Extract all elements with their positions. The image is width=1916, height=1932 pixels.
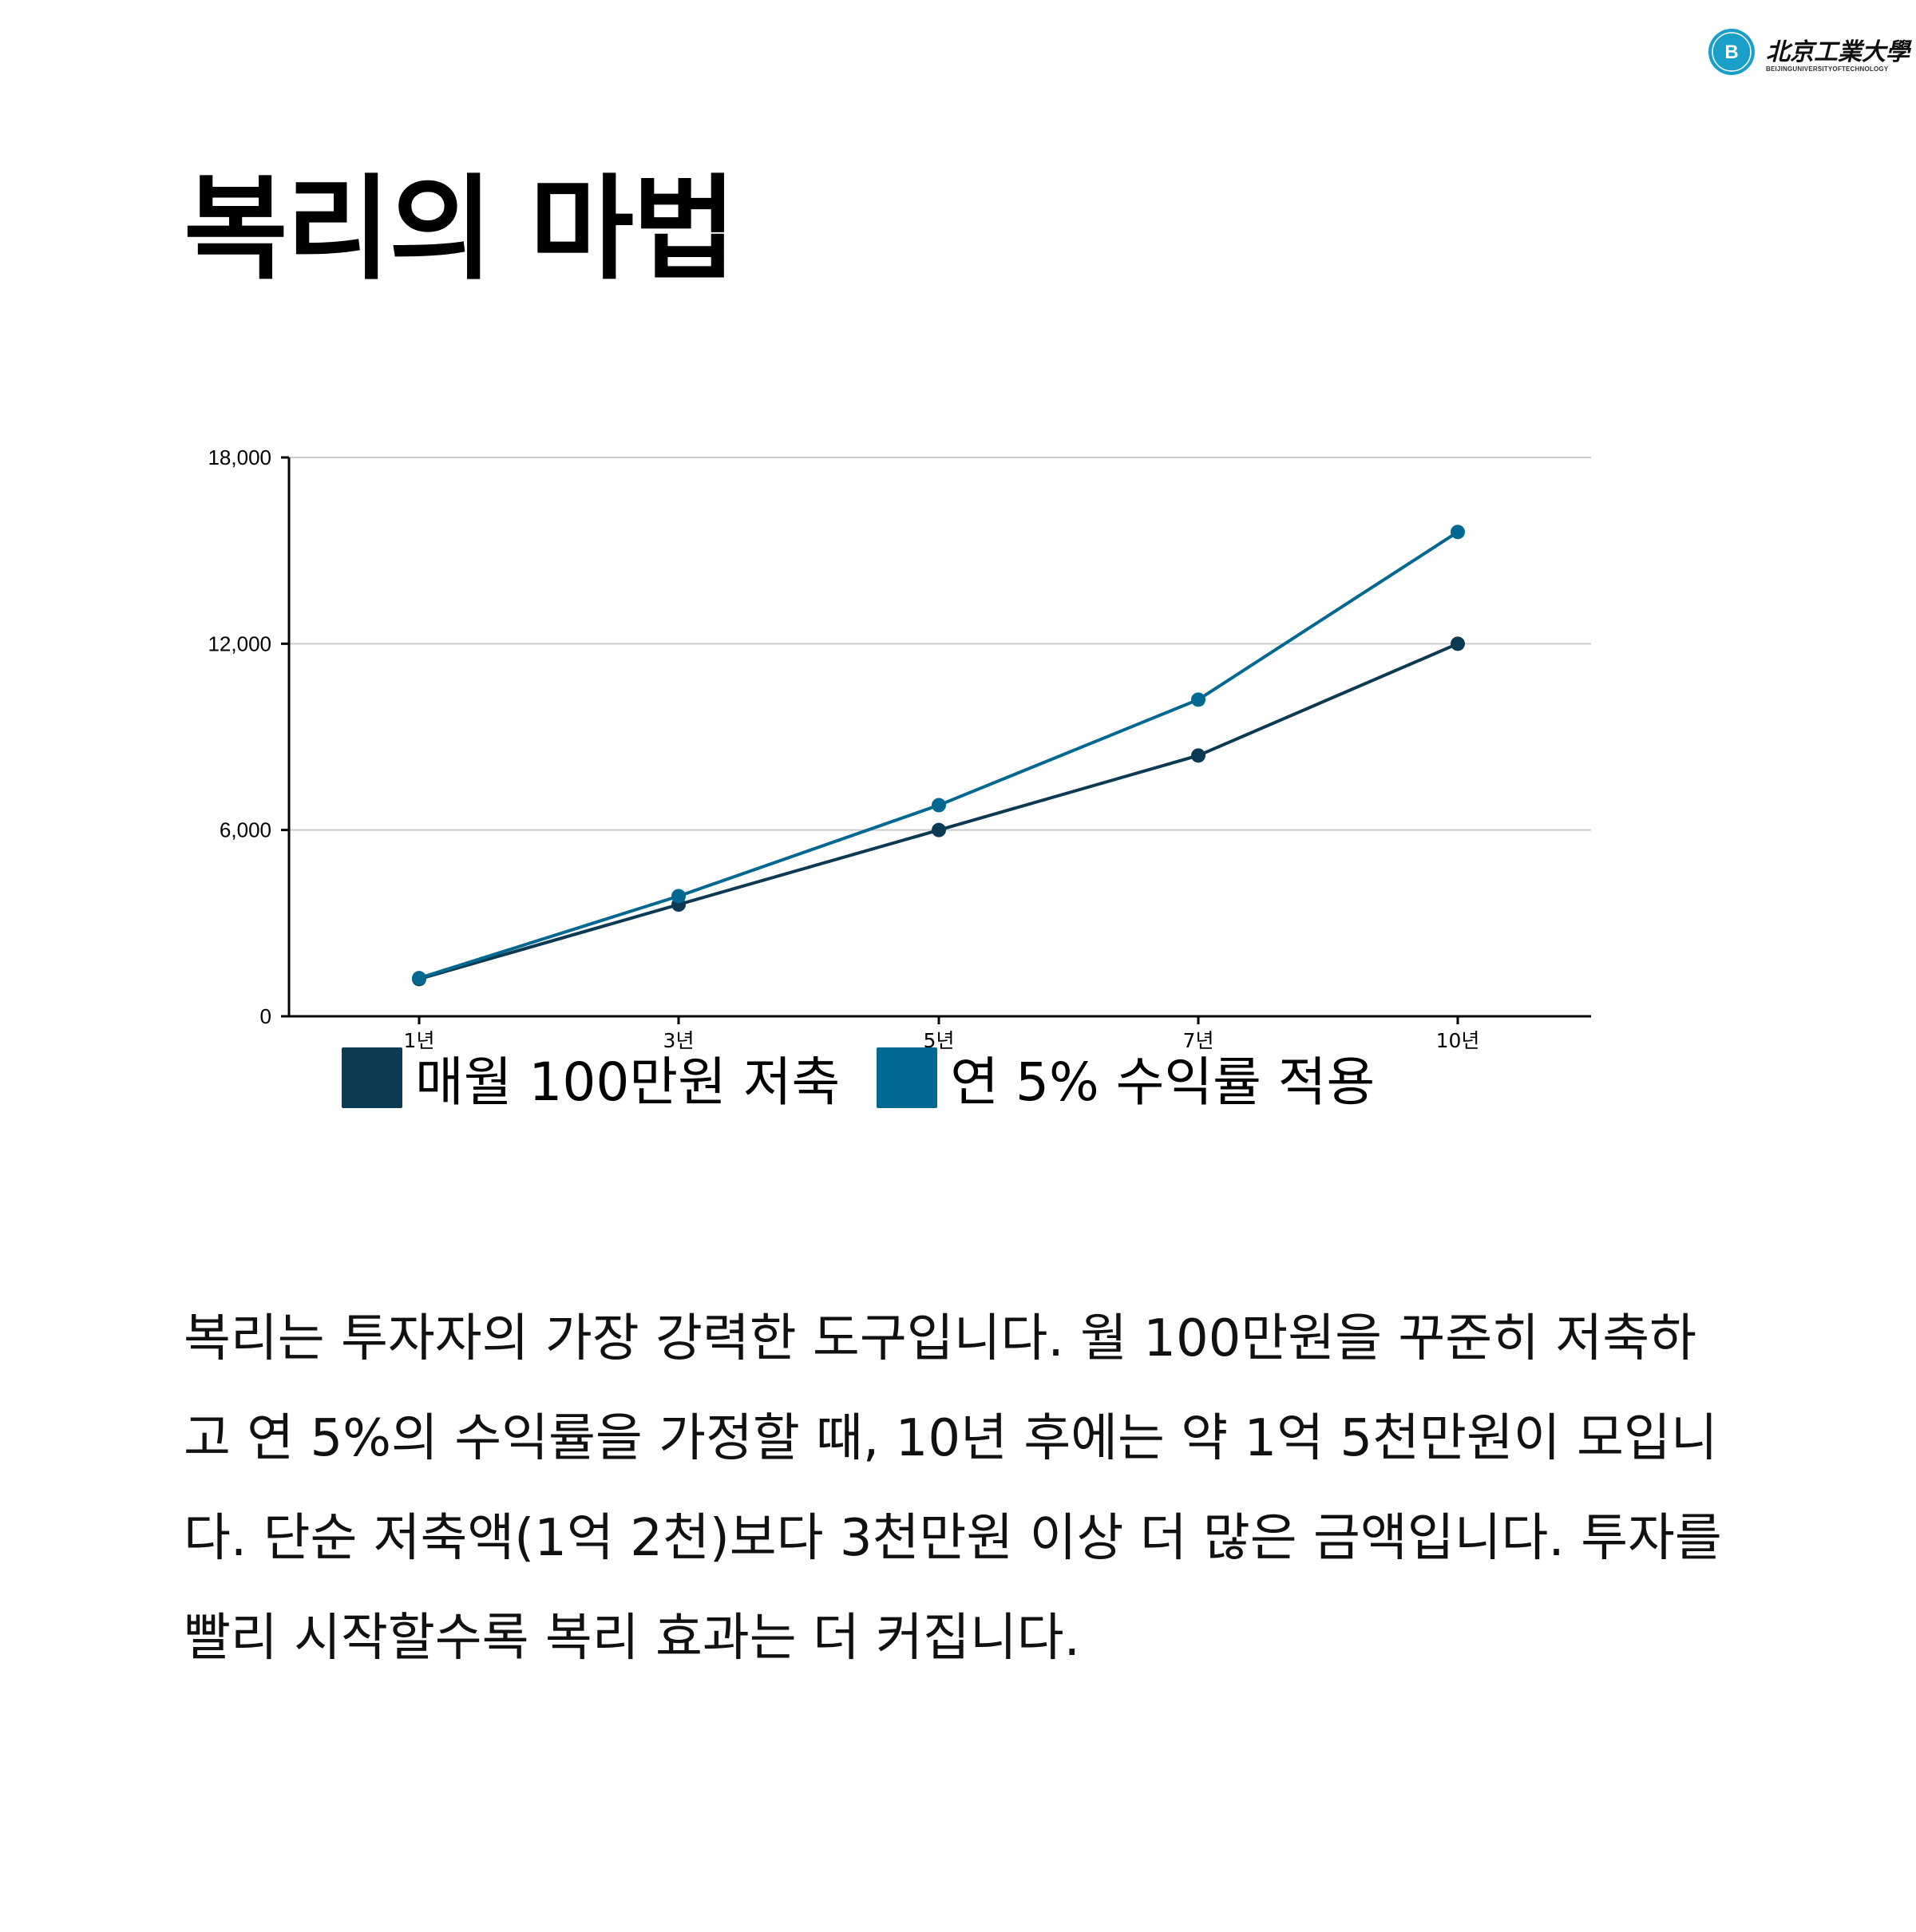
series-compound xyxy=(412,525,1465,986)
y-tick-label: 0 xyxy=(260,1004,271,1028)
legend-item-compound: 연 5% 수익률 적용 xyxy=(877,1039,1375,1116)
legend-swatch-compound xyxy=(877,1047,938,1108)
y-tick-labels: 0 6,000 12,000 18,000 xyxy=(208,445,289,1028)
description-text: 복리는 투자자의 가장 강력한 도구입니다. 월 100만원을 꾸준히 저축하고… xyxy=(184,1309,1722,1668)
chart-legend: 매월 100만원 저축 연 5% 수익률 적용 xyxy=(342,1042,1411,1114)
grid-layer xyxy=(289,457,1591,831)
university-badge-icon: B xyxy=(1708,29,1755,75)
x-tick-labels: 1년 3년 5년 7년 10년 xyxy=(404,1016,1480,1052)
svg-text:B: B xyxy=(1724,42,1738,63)
legend-label-savings: 매월 100만원 저축 xyxy=(415,1051,841,1113)
data-point xyxy=(671,889,686,904)
page-title: 복리의 마법 xyxy=(184,164,737,295)
university-logo: B 北京工業大學 BEIJINGUNIVERSITYOFTECHNOLOGY xyxy=(1707,26,1910,81)
x-tick-label: 10년 xyxy=(1436,1029,1480,1052)
data-point xyxy=(1191,748,1205,763)
series-layer xyxy=(412,525,1465,987)
data-point xyxy=(1191,692,1205,707)
data-point xyxy=(1451,525,1465,540)
legend-item-savings: 매월 100만원 저축 xyxy=(342,1039,840,1116)
y-tick-label: 12,000 xyxy=(208,631,271,655)
axis-layer xyxy=(287,457,1591,1018)
series-line xyxy=(418,530,1459,980)
x-tick-label: 7년 xyxy=(1183,1029,1214,1052)
x-tick-label: 3년 xyxy=(663,1029,695,1052)
data-point xyxy=(412,971,426,986)
legend-label-compound: 연 5% 수익률 적용 xyxy=(950,1051,1376,1113)
university-name-en: BEIJINGUNIVERSITYOFTECHNOLOGY xyxy=(1766,65,1889,73)
legend-swatch-savings xyxy=(342,1047,402,1108)
data-point xyxy=(932,798,946,813)
y-tick-label: 6,000 xyxy=(220,818,271,842)
university-name-cn: 北京工業大學 xyxy=(1766,38,1910,66)
y-tick-label: 18,000 xyxy=(208,445,271,469)
data-point xyxy=(932,822,946,837)
x-tick-label: 1년 xyxy=(404,1029,435,1052)
data-point xyxy=(1451,636,1465,651)
